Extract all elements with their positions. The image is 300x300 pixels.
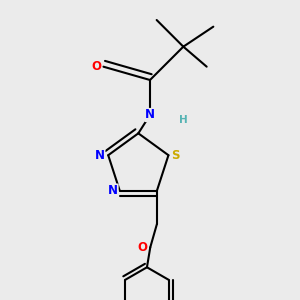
Text: N: N <box>95 149 105 162</box>
Text: N: N <box>145 109 155 122</box>
Text: N: N <box>108 184 118 197</box>
Text: O: O <box>92 60 102 73</box>
Text: H: H <box>179 115 188 125</box>
Text: O: O <box>137 241 147 254</box>
Text: S: S <box>171 149 179 162</box>
